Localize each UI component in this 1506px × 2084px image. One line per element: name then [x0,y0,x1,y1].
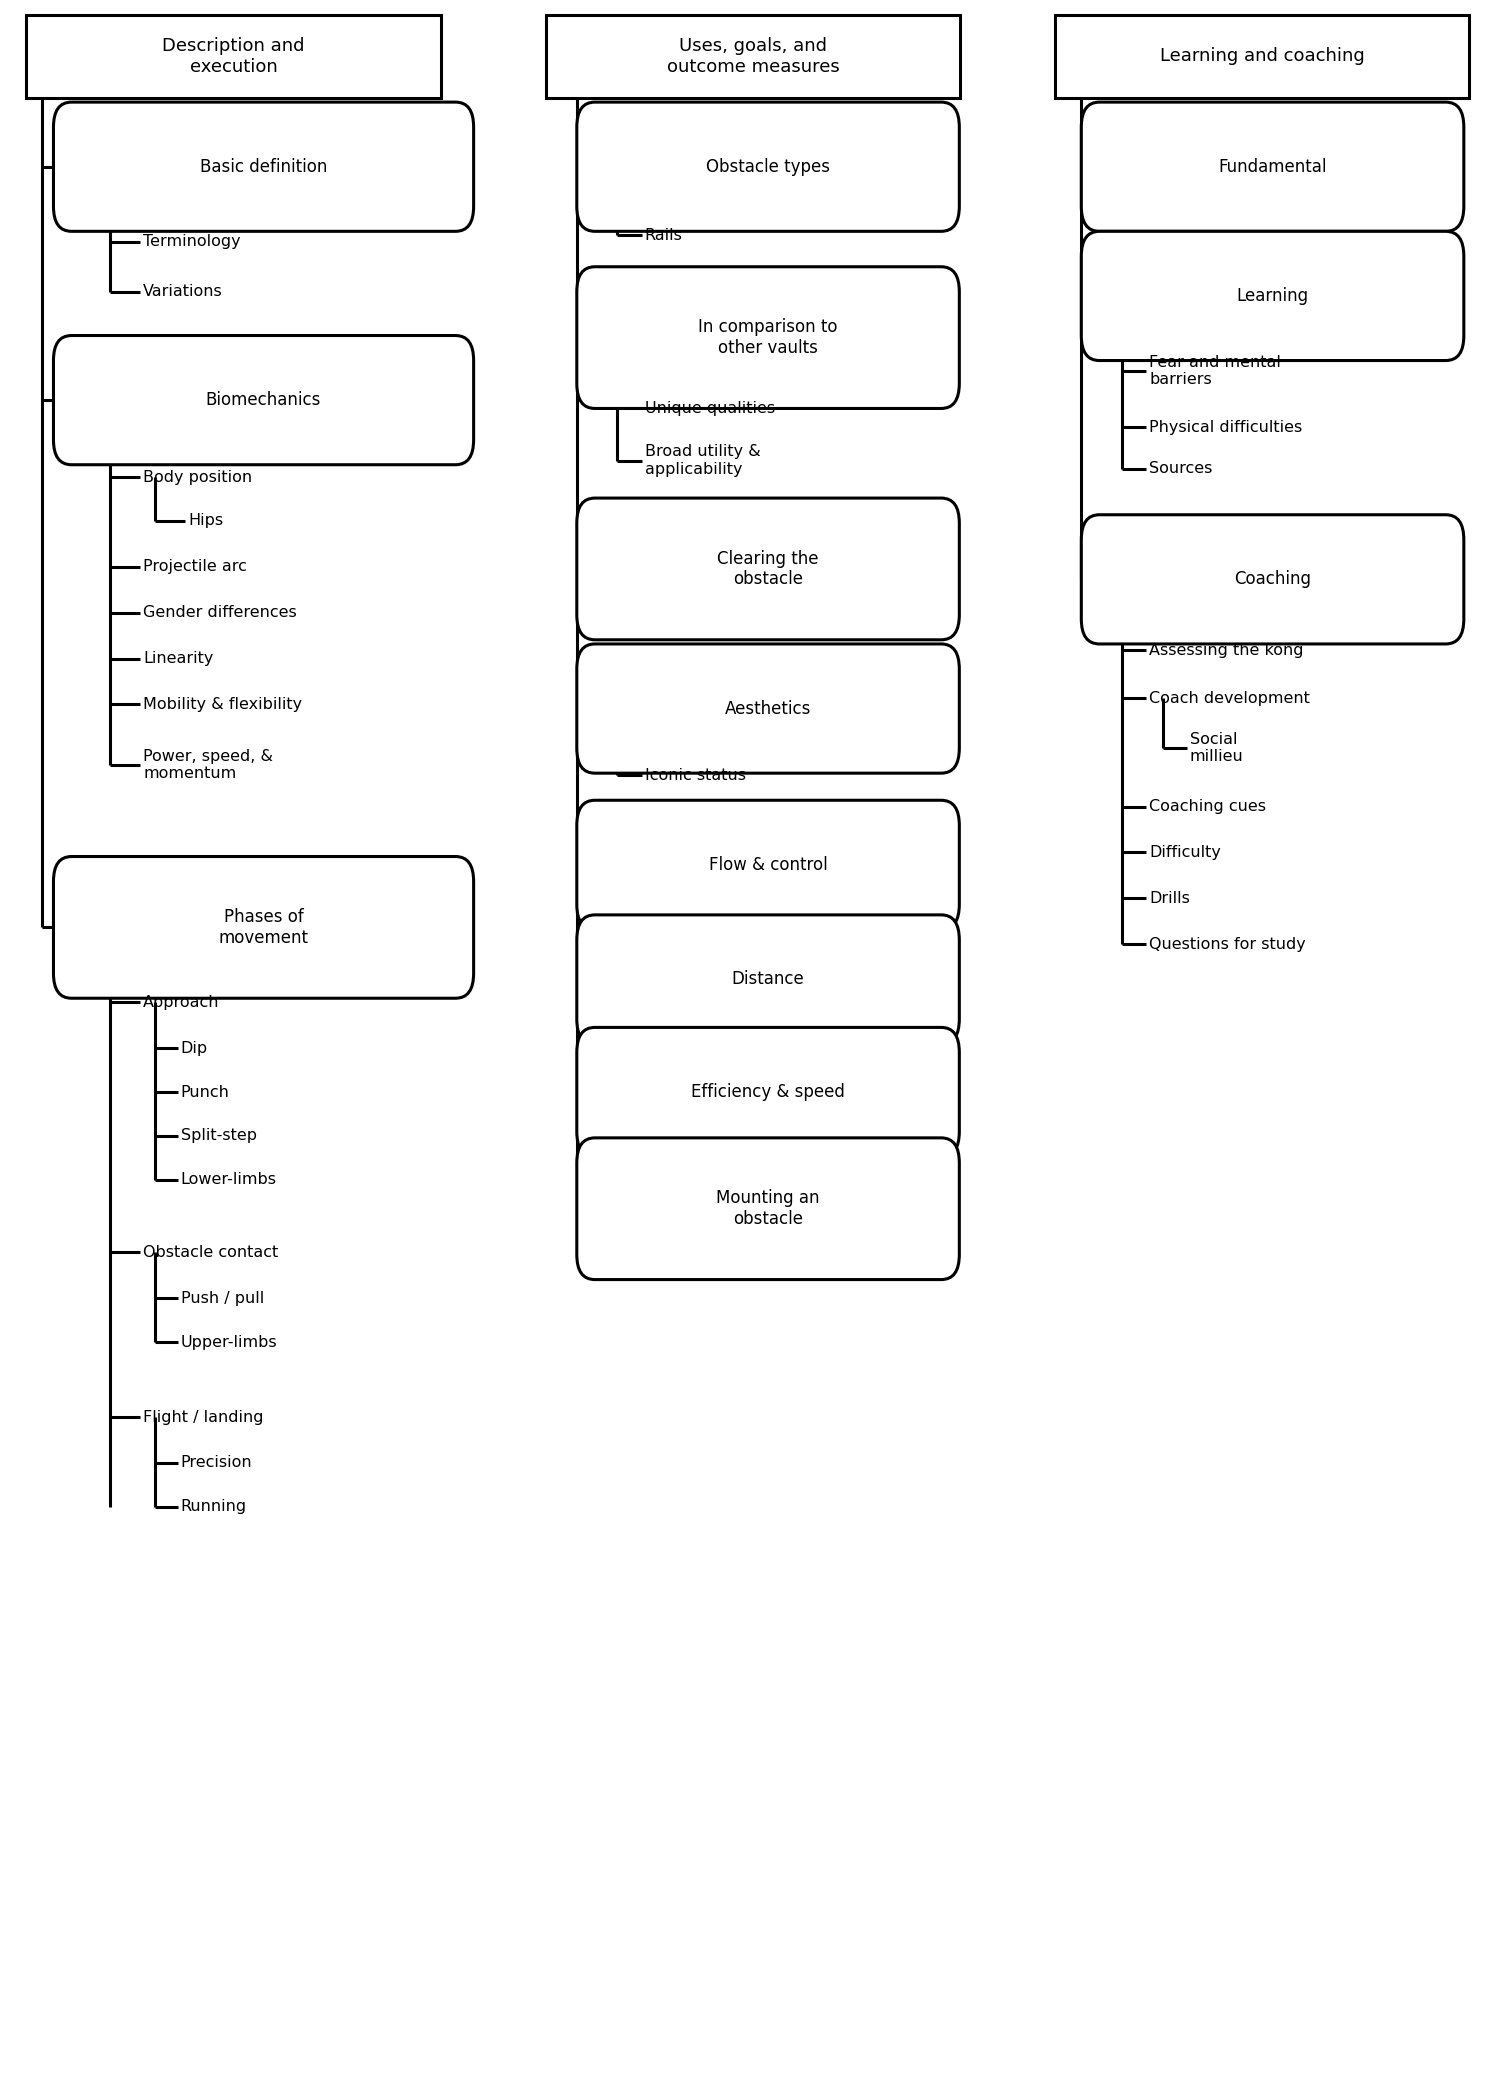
Text: Efficiency & speed: Efficiency & speed [691,1084,845,1100]
Text: Mounting an
obstacle: Mounting an obstacle [717,1190,819,1227]
Text: Physical difficulties: Physical difficulties [1149,419,1303,436]
Text: Variations: Variations [143,283,223,300]
Text: Biomechanics: Biomechanics [206,392,321,408]
Text: Assessing the kong: Assessing the kong [1149,642,1304,659]
Text: Coaching cues: Coaching cues [1149,798,1267,815]
Text: Split-step: Split-step [181,1127,256,1144]
FancyBboxPatch shape [577,915,959,1044]
Text: Obstacle types: Obstacle types [706,158,830,175]
Text: Drills: Drills [1149,890,1190,907]
FancyBboxPatch shape [1081,102,1464,231]
FancyBboxPatch shape [1054,15,1468,98]
Text: Gender differences: Gender differences [143,604,297,621]
Text: Fear and mental
barriers: Fear and mental barriers [1149,354,1282,388]
Text: Power, speed, &
momentum: Power, speed, & momentum [143,748,273,782]
Text: Linearity: Linearity [143,650,214,667]
FancyBboxPatch shape [577,267,959,408]
Text: Approach: Approach [143,994,220,1011]
FancyBboxPatch shape [577,102,959,231]
Text: Body position: Body position [143,469,252,486]
FancyBboxPatch shape [577,800,959,929]
Text: Clearing the
obstacle: Clearing the obstacle [717,550,819,588]
FancyBboxPatch shape [577,644,959,773]
Text: Dip: Dip [181,1040,208,1057]
Text: Aesthetics: Aesthetics [724,700,812,717]
Text: Phases of
movement: Phases of movement [218,909,309,946]
FancyBboxPatch shape [1081,515,1464,644]
Text: Upper-limbs: Upper-limbs [181,1334,277,1350]
FancyBboxPatch shape [577,1027,959,1157]
Text: Flight / landing: Flight / landing [143,1409,264,1425]
Text: Learning: Learning [1236,288,1309,304]
Text: Precision: Precision [181,1455,253,1471]
Text: Social
millieu: Social millieu [1190,731,1244,765]
Text: Punch: Punch [181,1084,229,1100]
Text: Basic definition: Basic definition [200,158,327,175]
Text: Questions for study: Questions for study [1149,936,1306,952]
Text: Coaching: Coaching [1233,571,1312,588]
Text: Description and
execution: Description and execution [163,38,304,75]
Text: Push / pull: Push / pull [181,1290,264,1307]
Text: Running: Running [181,1498,247,1515]
FancyBboxPatch shape [53,336,473,465]
FancyBboxPatch shape [26,15,440,98]
Text: Sources: Sources [1149,461,1212,477]
FancyBboxPatch shape [53,857,473,998]
Text: Obstacle contact: Obstacle contact [143,1244,279,1261]
Text: In comparison to
other vaults: In comparison to other vaults [699,319,837,356]
Text: Learning and coaching: Learning and coaching [1160,48,1364,65]
Text: Broad utility &
applicability: Broad utility & applicability [645,444,761,477]
Text: Distance: Distance [732,971,804,988]
Text: Difficulty: Difficulty [1149,844,1221,861]
Text: Iconic status: Iconic status [645,767,745,784]
Text: Fundamental: Fundamental [1218,158,1327,175]
FancyBboxPatch shape [53,102,473,231]
FancyBboxPatch shape [545,15,961,98]
Text: Unique qualities: Unique qualities [645,400,774,417]
Text: Hips: Hips [188,513,223,529]
Text: Rails: Rails [645,227,682,244]
Text: Coach development: Coach development [1149,690,1310,706]
Text: Mobility & flexibility: Mobility & flexibility [143,696,303,713]
FancyBboxPatch shape [577,498,959,640]
Text: Lower-limbs: Lower-limbs [181,1171,277,1188]
Text: Terminology: Terminology [143,233,241,250]
FancyBboxPatch shape [577,1138,959,1280]
Text: Projectile arc: Projectile arc [143,559,247,575]
Text: Flow & control: Flow & control [709,857,827,873]
Text: Uses, goals, and
outcome measures: Uses, goals, and outcome measures [667,38,839,75]
FancyBboxPatch shape [1081,231,1464,361]
